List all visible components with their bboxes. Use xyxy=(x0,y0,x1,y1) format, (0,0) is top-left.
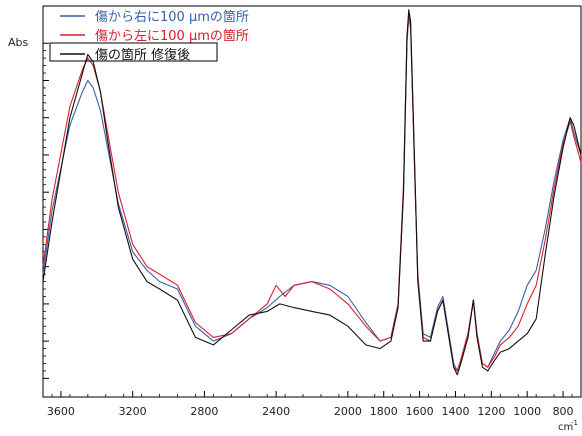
x-tick-label: 2400 xyxy=(262,405,290,418)
legend-label-3: 傷の箇所 修復後 xyxy=(95,47,190,63)
series-layer xyxy=(42,9,582,376)
legend-label-1: 傷から右に100 μmの箇所 xyxy=(95,9,249,25)
x-tick-label: 3200 xyxy=(119,405,147,418)
series-line-3 xyxy=(42,9,582,376)
x-tick-label: 1000 xyxy=(513,405,541,418)
x-tick-label: 1400 xyxy=(441,405,469,418)
axes-layer: 3600 3200 2800 2400 2000 1800 1600 1400 1200 1000… xyxy=(42,5,582,418)
y-axis-label: Abs xyxy=(8,36,29,49)
x-tick-label: 2800 xyxy=(190,405,218,418)
x-tick-label: 1200 xyxy=(477,405,505,418)
plot-frame xyxy=(42,5,582,398)
x-tick-label: 3600 xyxy=(47,405,75,418)
x-tick-label: 1800 xyxy=(370,405,398,418)
x-tick-label: 1600 xyxy=(406,405,434,418)
legend-highlight-box xyxy=(49,42,218,62)
x-tick-label: 800 xyxy=(553,405,574,418)
x-axis-label: cm xyxy=(558,422,573,433)
x-axis-label-superscript: -1 xyxy=(571,419,578,427)
x-tick-label: 2000 xyxy=(334,405,362,418)
legend-label-2: 傷から左に100 μmの箇所 xyxy=(95,28,249,44)
